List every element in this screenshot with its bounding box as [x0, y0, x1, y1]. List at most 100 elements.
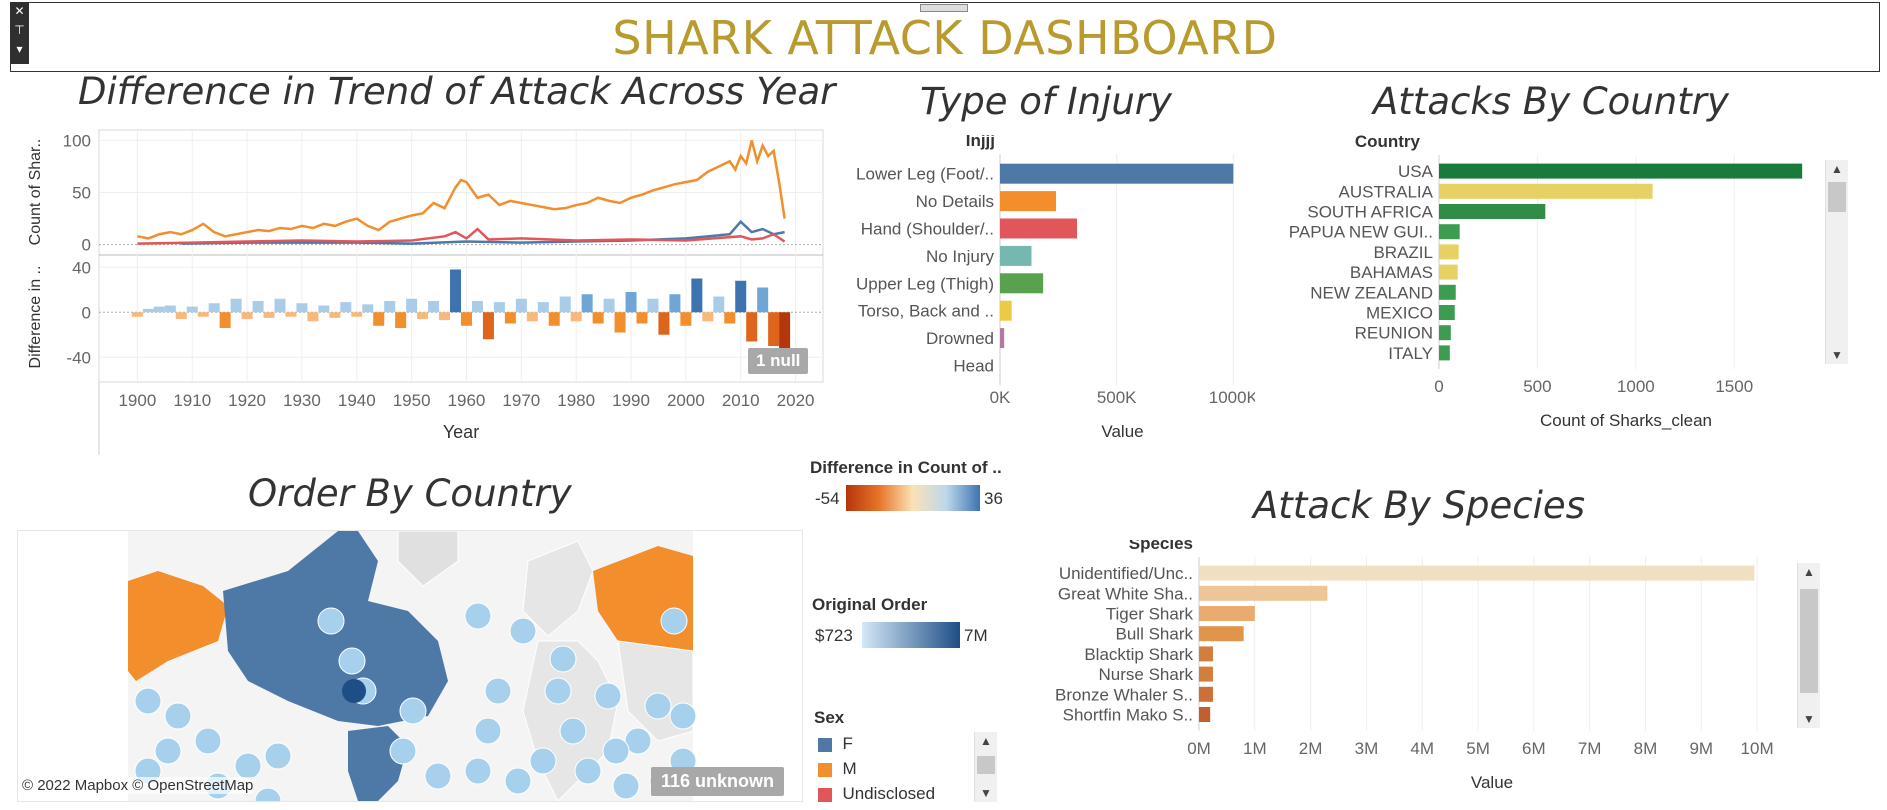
sex-legend-item[interactable]: F	[818, 734, 853, 754]
original-order-min: $723	[815, 626, 853, 645]
category-label: Bull Shark	[1116, 625, 1194, 644]
x-tick-label: 500K	[1097, 388, 1137, 407]
x-tick-label: 3M	[1355, 739, 1379, 758]
bar	[1199, 565, 1755, 581]
scroll-down-icon[interactable]: ▼	[980, 786, 992, 800]
row-header: Species	[1129, 540, 1193, 553]
sex-legend-title: Sex	[814, 708, 845, 727]
bar	[1199, 626, 1244, 642]
difference-bar	[362, 304, 374, 313]
order-marker	[338, 647, 366, 675]
bar	[1000, 273, 1044, 294]
region-alaska	[128, 571, 228, 681]
bar	[1439, 305, 1455, 320]
x-tick-label: 0K	[990, 388, 1011, 407]
drag-handle[interactable]	[920, 4, 968, 12]
bar	[1000, 218, 1077, 239]
swatch-m	[818, 762, 832, 777]
order-marker	[574, 757, 602, 785]
x-tick-label: 1950	[393, 391, 431, 410]
order-map[interactable]	[17, 530, 803, 802]
x-tick-label: 1920	[228, 391, 266, 410]
legend-label-m: M	[842, 759, 857, 778]
difference-bar	[471, 301, 483, 313]
scroll-up-icon[interactable]: ▲	[1831, 162, 1843, 176]
category-label: Blacktip Shark	[1084, 645, 1193, 664]
species-chart[interactable]: 0M 1M 2M 3M 4M 5M 6M 7M 8M 9M 10M Species Unidentifi…	[1010, 540, 1810, 802]
chevron-down-icon[interactable]: ▾	[16, 42, 23, 56]
difference-bar	[592, 312, 604, 324]
series-line-m	[137, 140, 786, 240]
difference-bar	[307, 312, 319, 322]
country-scrollbar[interactable]: ▲ ▼	[1825, 160, 1848, 364]
difference-bar	[197, 312, 209, 317]
difference-bar	[285, 312, 297, 317]
x-tick-label: 1000	[1617, 377, 1655, 396]
scroll-thumb[interactable]	[1800, 589, 1818, 693]
bar	[1439, 284, 1456, 300]
scroll-thumb[interactable]	[977, 756, 995, 774]
order-marker	[544, 677, 572, 705]
bar	[1000, 191, 1056, 212]
x-tick-label: 8M	[1634, 739, 1658, 758]
difference-bar	[329, 312, 341, 318]
bar	[1199, 707, 1211, 722]
difference-bar	[603, 298, 615, 313]
difference-bar	[724, 312, 736, 324]
order-marker	[660, 607, 688, 635]
x-tick-label: 1910	[173, 391, 211, 410]
category-label: PAPUA NEW GUI..	[1289, 223, 1433, 242]
difference-bar	[263, 312, 275, 318]
order-marker	[549, 645, 577, 673]
order-marker	[317, 607, 345, 635]
x-tick-label: 5M	[1466, 739, 1490, 758]
difference-bar	[373, 312, 385, 326]
difference-bar	[636, 312, 648, 324]
order-marker	[424, 762, 452, 790]
trend-chart[interactable]: 0 50 100 -40 0 40 1900 1910 1920 1930 1940 1950 196…	[15, 120, 825, 455]
scroll-up-icon[interactable]: ▲	[980, 734, 992, 748]
injury-chart[interactable]: 0K 500K 1000K Injjj Lower Leg (Foot/.. No Det…	[835, 135, 1255, 445]
difference-min: -54	[815, 489, 840, 508]
order-marker	[254, 787, 282, 801]
category-label: No Injury	[926, 247, 995, 266]
close-icon[interactable]: ✕	[14, 4, 25, 18]
bar	[1199, 646, 1213, 662]
difference-bar	[450, 269, 462, 313]
difference-gradient	[846, 485, 980, 511]
region-europe	[522, 540, 594, 637]
sex-legend-item[interactable]: Undisclosed	[818, 784, 935, 804]
difference-bar	[581, 294, 593, 313]
null-badge[interactable]: 1 null	[748, 348, 809, 374]
category-label: BAHAMAS	[1350, 263, 1433, 282]
series-line-undisclosed	[137, 227, 786, 245]
x-axis-label: Count of Sharks_clean	[1540, 411, 1712, 430]
map-credit: © 2022 Mapbox © OpenStreetMap	[22, 777, 254, 794]
floating-toolbar[interactable]: ✕ ⊤ ▾	[10, 2, 29, 64]
order-marker	[154, 737, 182, 765]
category-label: Hand (Shoulder/..	[861, 220, 994, 239]
order-marker	[602, 737, 630, 765]
bar	[1000, 300, 1012, 321]
category-label: Shortfin Mako S..	[1063, 706, 1193, 725]
difference-bar	[493, 302, 505, 313]
pin-icon[interactable]: ⊤	[14, 23, 25, 37]
species-scrollbar[interactable]: ▲ ▼	[1797, 563, 1820, 728]
injury-title: Type of Injury	[920, 80, 1172, 123]
sex-legend-item[interactable]: M	[818, 759, 857, 779]
scroll-down-icon[interactable]: ▼	[1831, 348, 1843, 362]
category-label: No Details	[916, 192, 994, 211]
order-marker	[484, 677, 512, 705]
difference-bar	[746, 312, 758, 342]
scroll-thumb[interactable]	[1828, 182, 1846, 212]
unknown-badge[interactable]: 116 unknown	[651, 767, 785, 796]
dashboard-title: SHARK ATTACK DASHBOARD	[612, 11, 1278, 65]
difference-bar	[417, 312, 429, 319]
scroll-down-icon[interactable]: ▼	[1803, 712, 1815, 726]
sex-legend-scrollbar[interactable]: ▲ ▼	[974, 732, 997, 802]
scroll-up-icon[interactable]: ▲	[1803, 565, 1815, 579]
difference-bar	[757, 287, 769, 313]
difference-bar	[252, 301, 264, 313]
difference-bar	[669, 294, 681, 313]
